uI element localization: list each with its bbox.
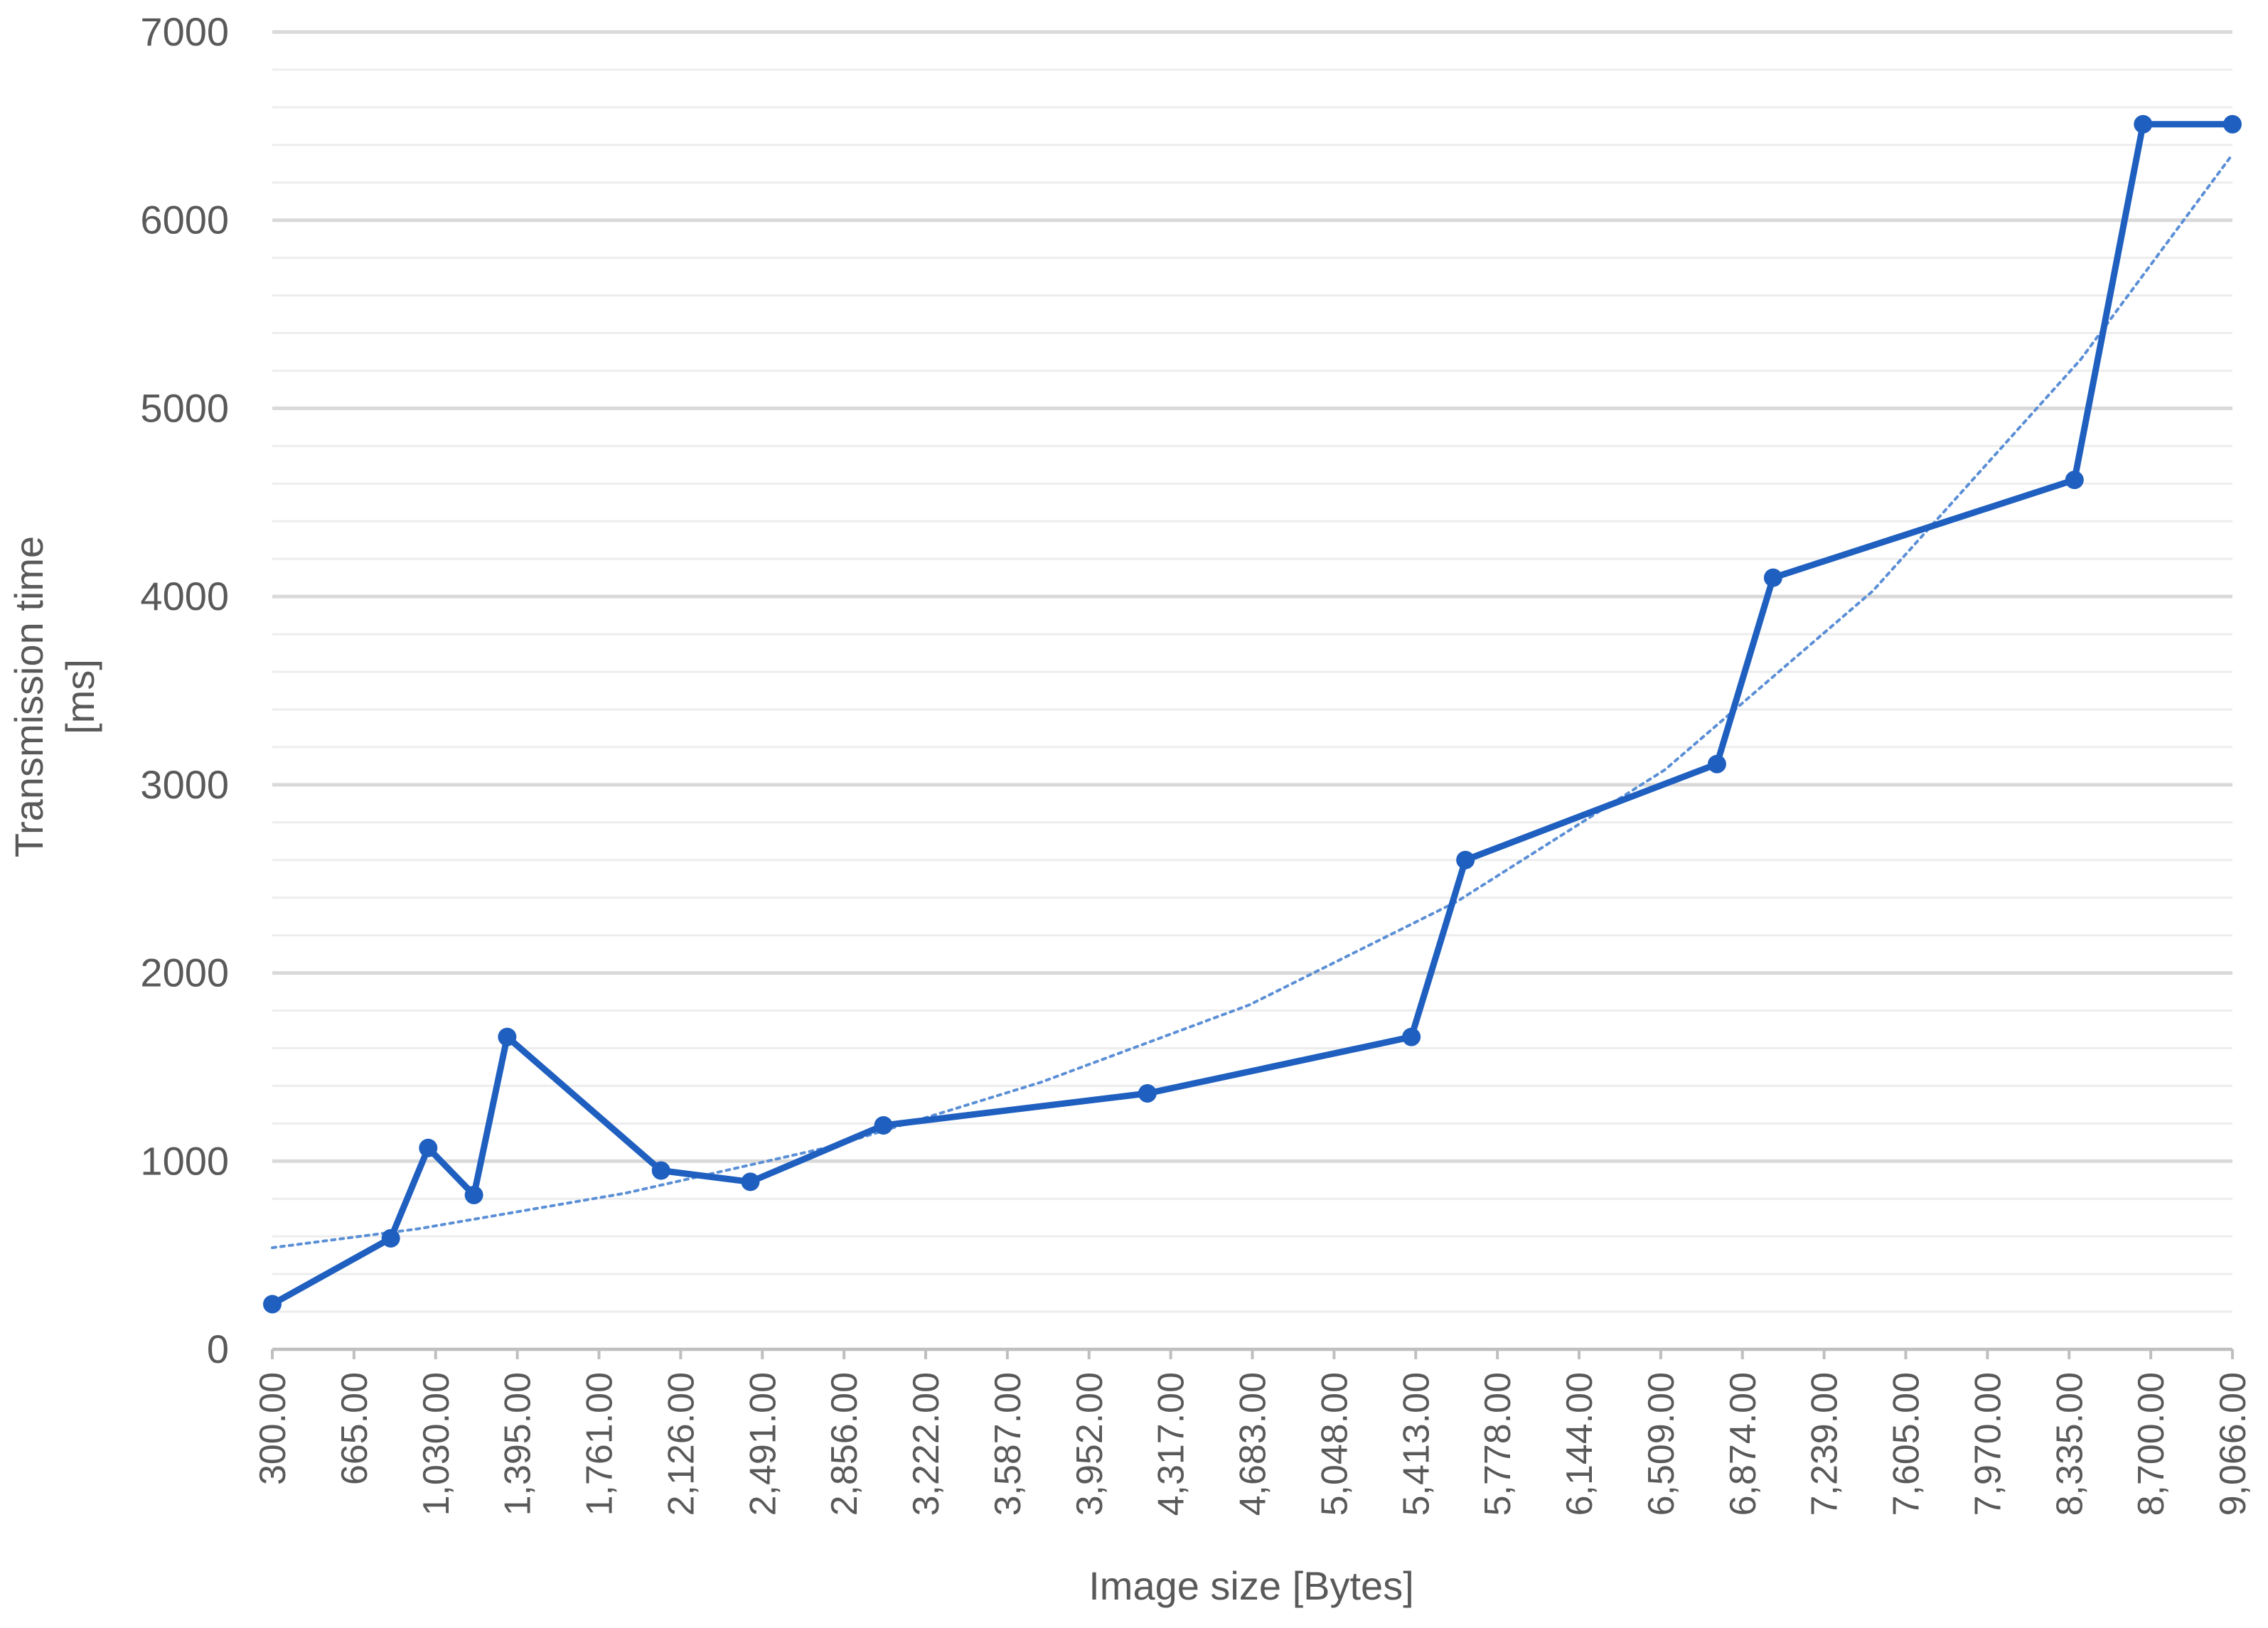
series-line [269, 121, 2236, 1307]
grid-layer [272, 30, 2232, 1351]
y-tick-label: 4000 [140, 574, 229, 618]
x-tick-label: 5,413.00 [1396, 1372, 1437, 1516]
data-point [381, 1228, 400, 1248]
x-tick-label: 6,509.00 [1641, 1372, 1682, 1516]
x-tick-label: 2,491.00 [742, 1372, 783, 1516]
x-tick-label: 5,778.00 [1477, 1372, 1519, 1516]
y-tick-label: 5000 [140, 385, 229, 430]
y-axis-title: Transmission time [ms] [6, 536, 102, 857]
trendline-layer [271, 153, 2234, 1250]
x-tick-label: 1,030.00 [416, 1372, 457, 1516]
x-tick-label: 8,700.00 [2131, 1372, 2172, 1516]
y-tick-label: 6000 [140, 198, 229, 242]
data-point [2134, 114, 2153, 134]
x-tick-label: 2,856.00 [824, 1372, 865, 1516]
y-tick-label: 2000 [140, 950, 229, 995]
y-tick-label: 7000 [140, 9, 229, 54]
x-tick-label: 1,395.00 [498, 1372, 539, 1516]
axis-layer: 0 1000 2000 3000 4000 5000 6000 7000 300.00 665.0… [140, 9, 2254, 1516]
x-axis-title: Image size [Bytes] [1088, 1563, 1414, 1608]
data-point [419, 1138, 438, 1157]
y-tick-label: 0 [207, 1327, 229, 1371]
data-point [263, 1295, 282, 1314]
data-point [464, 1185, 483, 1204]
data-point [498, 1027, 517, 1046]
data-point [1456, 850, 1475, 869]
x-tick-label: 1,761.00 [579, 1372, 621, 1516]
trendline [271, 153, 2234, 1250]
x-tick-label: 8,335.00 [2049, 1372, 2090, 1516]
data-point [2223, 114, 2242, 134]
y-tick-label: 3000 [140, 762, 229, 807]
x-tick-label: 5,048.00 [1314, 1372, 1355, 1516]
x-tick-label: 9,066.00 [2213, 1372, 2254, 1516]
data-point [1138, 1083, 1157, 1103]
x-tick-label: 3,952.00 [1069, 1372, 1111, 1516]
x-tick-label: 7,239.00 [1804, 1372, 1846, 1516]
x-tick-label: 7,970.00 [1967, 1372, 2008, 1516]
data-point [1402, 1027, 1421, 1046]
x-tick-label: 4,317.00 [1151, 1372, 1192, 1516]
x-tick-label: 665.00 [334, 1372, 375, 1485]
data-point [2065, 471, 2084, 490]
y-axis-title-line-2: [ms] [58, 659, 102, 734]
data-point [874, 1115, 893, 1135]
data-point [741, 1172, 760, 1191]
series-layer [263, 114, 2242, 1314]
x-tick-label: 2,126.00 [660, 1372, 702, 1516]
x-tick-label: 6,874.00 [1723, 1372, 1764, 1516]
x-tick-label: 6,144.00 [1559, 1372, 1600, 1516]
data-point [651, 1161, 670, 1180]
data-point [1707, 754, 1726, 773]
y-axis-title-line-1: Transmission time [6, 536, 51, 857]
y-tick-label: 1000 [140, 1138, 229, 1183]
x-tick-label: 3,222.00 [906, 1372, 947, 1516]
x-tick-label: 4,683.00 [1233, 1372, 1274, 1516]
data-point [1763, 568, 1782, 587]
x-tick-label: 7,605.00 [1886, 1372, 1927, 1516]
x-tick-label: 3,587.00 [988, 1372, 1029, 1516]
x-tick-label: 300.00 [252, 1372, 294, 1485]
